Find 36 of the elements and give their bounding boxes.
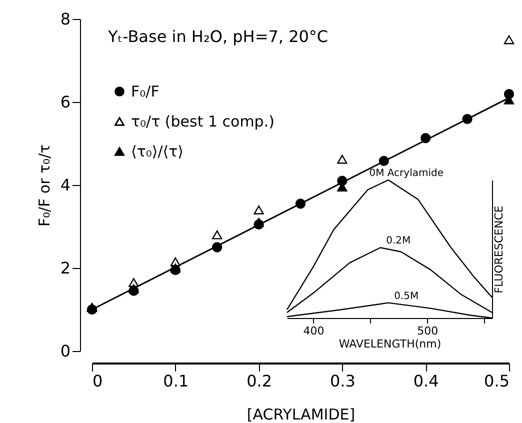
text: Yₜ-Base in H₂O, pH=7, 20°C	[107, 27, 328, 46]
y-tick-label: 6	[60, 92, 70, 112]
series-label: 0.2M	[386, 236, 411, 247]
point	[504, 35, 514, 44]
y-tick-label: 8	[60, 10, 70, 28]
point	[254, 205, 264, 214]
point	[462, 114, 472, 124]
legend-label: ⟨τ₀⟩/⟨τ⟩	[131, 142, 184, 160]
x-tick-label: 0.3	[330, 372, 356, 390]
x-tick-label: 0.2	[246, 372, 272, 390]
point	[420, 133, 431, 144]
point	[170, 264, 180, 272]
x-tick-label: 400	[303, 324, 324, 338]
y-tick-label: 2	[60, 258, 70, 278]
series-label: 0M Acrylamide	[369, 168, 444, 179]
x-axis-title: [ACRYLAMIDE]	[246, 406, 356, 423]
x-tick-label: 500	[417, 324, 438, 338]
point	[212, 242, 222, 252]
x-tick-label: 0.1	[163, 372, 189, 390]
point	[128, 284, 139, 294]
x-axis-title: WAVELENGTH(nm)	[338, 338, 442, 350]
point	[337, 154, 348, 164]
y-axis-title: F₀/F or τ₀/τ	[35, 144, 54, 227]
point	[254, 218, 264, 227]
legend-label: F₀/F	[131, 82, 160, 100]
x-tick-label: 0.5	[484, 372, 510, 390]
point	[295, 198, 306, 209]
legend-label: τ₀/τ (best 1 comp.)	[131, 112, 274, 130]
y-tick-label: 4	[60, 176, 70, 194]
series-label: 0.5M	[394, 290, 419, 302]
y-tick-label: 0	[60, 342, 70, 360]
y-axis-title: FLUORESCENCE	[492, 206, 506, 294]
x-tick-label: 0	[92, 372, 103, 390]
x-tick-label: 0.4	[413, 372, 439, 390]
point	[378, 156, 389, 166]
point	[212, 230, 222, 240]
